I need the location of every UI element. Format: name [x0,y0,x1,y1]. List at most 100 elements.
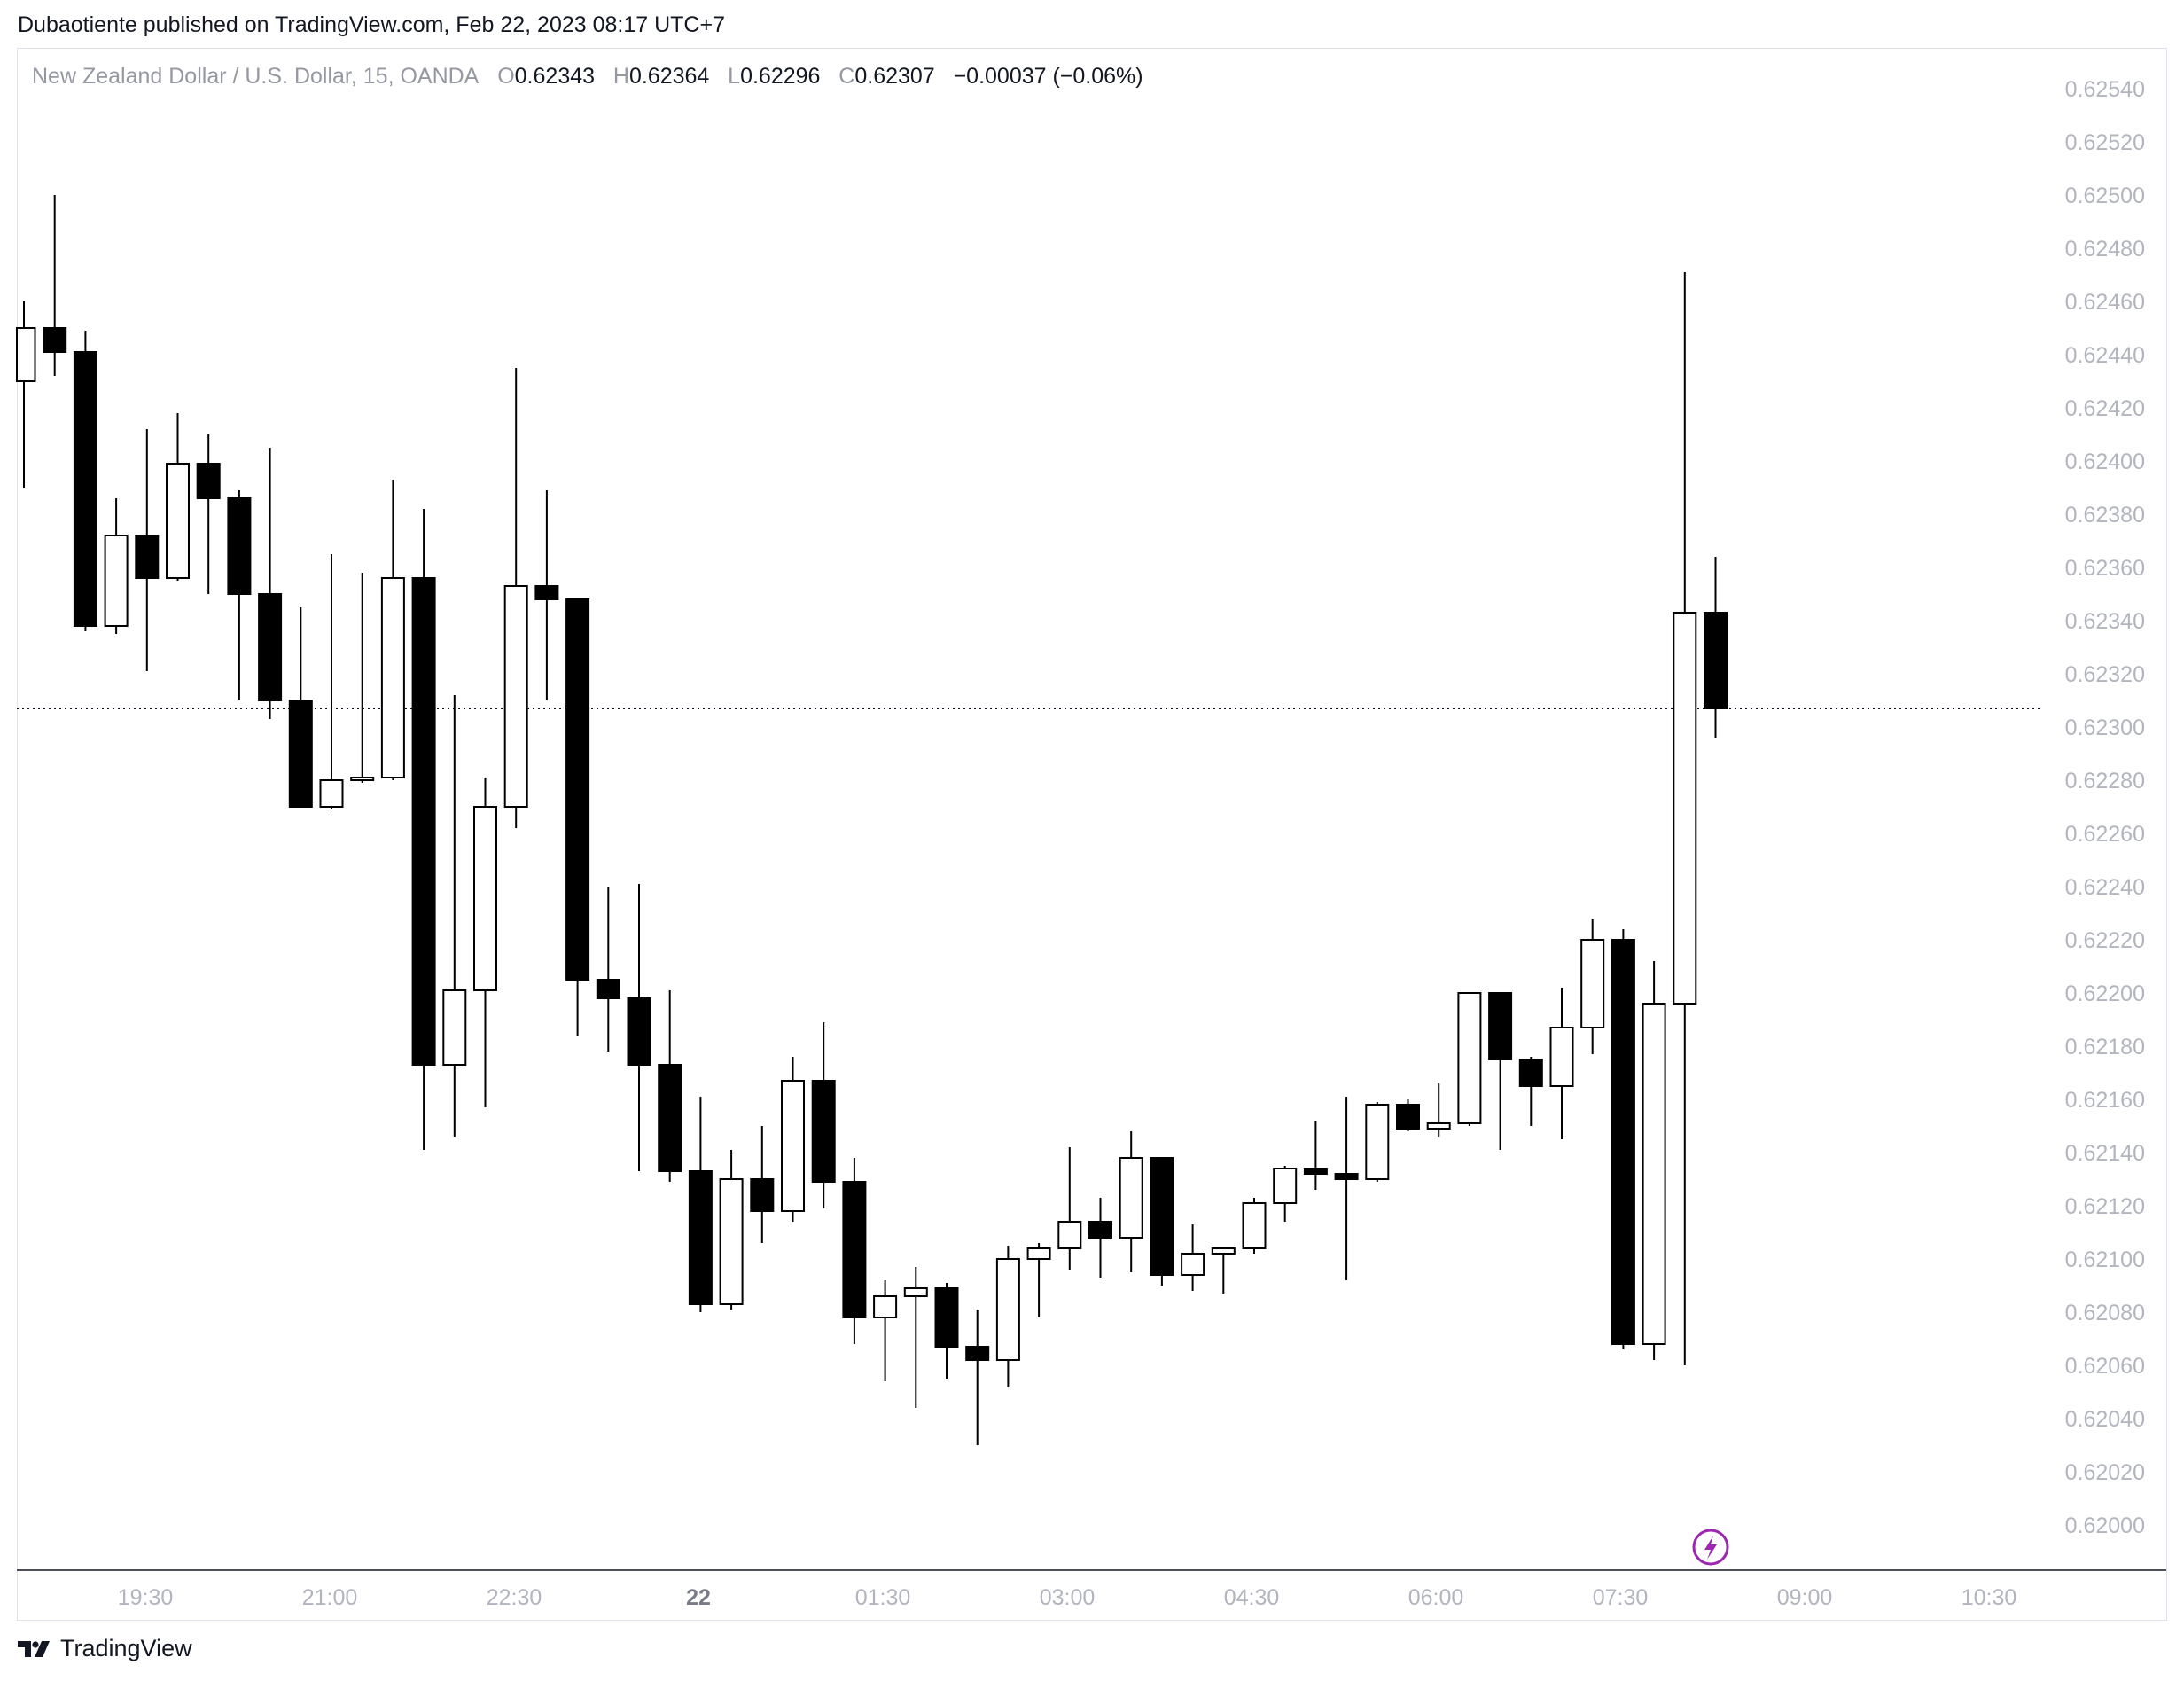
candle-body-up [166,463,190,579]
candle [442,695,467,1137]
candle [1334,1097,1359,1280]
candle-body-down [196,463,221,499]
candle-body-down [135,535,160,579]
candle-body-down [43,327,67,353]
x-axis-tick-label: 09:00 [1777,1585,1833,1610]
candle-body-up [1026,1247,1051,1260]
candle-body-down [1150,1157,1174,1276]
y-axis-tick-label: 0.62240 [2065,875,2145,900]
candle-body-up [903,1287,928,1297]
candle-body-up [1242,1202,1267,1249]
x-axis-tick-label: 22 [686,1585,711,1610]
y-axis-tick-label: 0.62080 [2065,1301,2145,1325]
candle-body-down [227,497,252,595]
candle-body-down [596,979,620,999]
candle-body-down [1611,939,1635,1345]
candle [842,1158,867,1344]
candle [566,598,590,1036]
published-by-line: Dubaotiente published on TradingView.com… [18,12,725,37]
candle-body-down [1088,1221,1112,1239]
candle [781,1057,805,1222]
y-axis-tick-label: 0.62180 [2065,1035,2145,1059]
candle-body-down [1303,1168,1328,1175]
candle [503,368,528,828]
candle [1611,929,1635,1349]
candle-body-up [16,327,36,382]
y-axis-tick-label: 0.62000 [2065,1513,2145,1538]
candle-body-down [1518,1059,1543,1087]
y-axis-tick-label: 0.62140 [2065,1141,2145,1166]
legend-high-label: H [612,64,629,89]
candle-body-up [350,777,375,781]
y-axis-tick-label: 0.62420 [2065,396,2145,421]
candle-body-down [288,700,313,808]
candle [411,509,436,1150]
candle-body-up [319,779,344,808]
legend-high-value: 0.62364 [628,64,710,89]
tradingview-logo-icon [18,1640,50,1657]
x-axis-tick-label: 01:30 [855,1585,911,1610]
candle-body-up [1549,1027,1574,1087]
y-axis-tick-label: 0.62540 [2065,77,2145,102]
x-axis-tick-label: 19:30 [118,1585,174,1610]
y-axis-tick-label: 0.62360 [2065,556,2145,581]
legend-symbol: New Zealand Dollar / U.S. Dollar, 15, OA… [32,64,480,89]
candle-body-down [811,1080,836,1183]
candle [627,884,651,1171]
candle-body-down [658,1064,682,1172]
candle [227,490,252,700]
candle [196,434,221,594]
y-axis-tick-label: 0.62200 [2065,981,2145,1006]
candle-body-up [1119,1157,1143,1239]
candle-body-up [1580,939,1605,1028]
candle-body-up [1457,992,1482,1124]
legend-change: −0.00037 (−0.06%) [953,64,1143,89]
candle [873,1280,898,1381]
candle-body-up [380,577,405,778]
candle [73,331,98,631]
lightning-icon [1692,1529,1729,1566]
x-axis-tick-label: 21:00 [302,1585,358,1610]
legend-low-label: L [728,64,741,89]
candle [1457,992,1482,1126]
candle [719,1150,744,1310]
candle [1273,1166,1298,1222]
candle [43,195,67,376]
y-axis-tick-label: 0.62460 [2065,290,2145,315]
candle-body-up [1273,1168,1298,1204]
y-axis-tick-label: 0.62320 [2065,662,2145,687]
ohlc-legend: New Zealand Dollar / U.S. Dollar, 15, OA… [32,64,1143,90]
legend-low-value: 0.62296 [740,64,821,89]
candle [534,490,559,700]
candle [135,429,160,671]
candle [104,498,129,634]
tradingview-footer[interactable]: TradingView [18,1635,192,1662]
y-axis-tick-label: 0.62120 [2065,1194,2145,1219]
candle-body-down [842,1181,867,1318]
chart-frame [17,48,2167,1621]
candle [750,1126,775,1243]
candle-body-up [503,585,528,808]
candle-body-down [688,1170,713,1305]
candle-body-up [104,535,129,627]
x-axis-tick-label: 07:30 [1593,1585,1649,1610]
candle [934,1283,959,1379]
candle [811,1022,836,1208]
candle-body-down [534,585,559,600]
y-axis-tick-label: 0.62020 [2065,1460,2145,1485]
candle [688,1097,713,1312]
candle [258,448,283,719]
candle-body-down [1488,992,1513,1060]
candle-body-down [965,1346,990,1361]
candle [1026,1243,1051,1317]
candle [1580,919,1605,1054]
y-axis-tick-label: 0.62220 [2065,928,2145,953]
candle-body-down [750,1178,775,1212]
candle-body-down [411,577,436,1066]
y-axis-tick-label: 0.62100 [2065,1247,2145,1272]
candle [473,778,497,1107]
candle-body-down [934,1287,959,1348]
candle [1119,1131,1143,1272]
candle-body-down [627,997,651,1066]
